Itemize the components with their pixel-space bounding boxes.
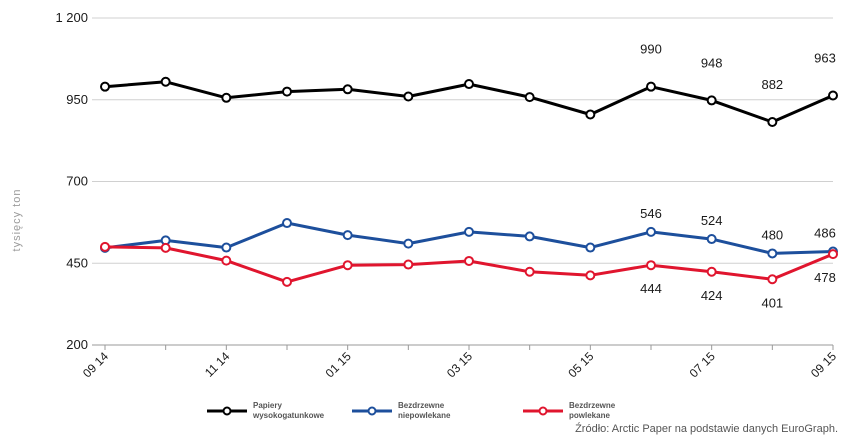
legend-label: Papiery wysokogatunkowe bbox=[252, 401, 325, 420]
series-1: 546 524 480 486 bbox=[100, 206, 838, 259]
data-point bbox=[524, 231, 535, 242]
x-tick-label: 09 14 bbox=[80, 349, 111, 380]
data-point bbox=[464, 79, 474, 90]
data-point bbox=[221, 92, 232, 103]
data-point bbox=[221, 242, 232, 253]
data-point bbox=[160, 242, 171, 253]
source-note: Źródło: Arctic Paper na podstawie danych… bbox=[575, 422, 838, 435]
legend-marker bbox=[367, 406, 377, 416]
data-point bbox=[100, 81, 110, 92]
data-label: 882 bbox=[761, 77, 783, 92]
data-point bbox=[828, 249, 838, 260]
legend-marker bbox=[538, 406, 548, 416]
x-tick-label: 11 14 bbox=[202, 349, 233, 380]
data-point bbox=[403, 259, 414, 270]
data-point bbox=[585, 242, 596, 253]
data-label: 524 bbox=[701, 213, 723, 228]
data-label: 480 bbox=[761, 227, 783, 242]
y-tick-label: 700 bbox=[66, 174, 88, 189]
x-tick-label: 05 15 bbox=[565, 349, 596, 380]
data-point bbox=[464, 255, 474, 266]
data-point bbox=[767, 274, 778, 285]
data-label: 478 bbox=[814, 270, 836, 285]
data-point bbox=[646, 81, 656, 92]
y-axis-label: tysięcy ton bbox=[11, 189, 23, 252]
data-point bbox=[585, 270, 596, 281]
data-point bbox=[282, 86, 292, 97]
data-point bbox=[282, 276, 292, 287]
y-tick-label: 450 bbox=[66, 255, 88, 270]
data-point bbox=[706, 234, 717, 245]
data-point bbox=[585, 109, 596, 120]
data-label: 963 bbox=[814, 50, 836, 65]
series-0: 990 948 882 963 bbox=[100, 42, 838, 127]
data-point bbox=[767, 116, 778, 127]
data-label: 486 bbox=[814, 225, 836, 240]
data-point bbox=[342, 84, 353, 95]
data-point bbox=[646, 260, 656, 271]
data-point bbox=[706, 266, 717, 277]
legend-label: Bezdrzewne powlekane bbox=[569, 401, 616, 420]
y-axis-ticks: 200 450 700 950 1 200 bbox=[55, 10, 88, 352]
data-point bbox=[646, 226, 656, 237]
legend-label: Bezdrzewne niepowlekane bbox=[398, 401, 451, 420]
x-tick-label: 03 15 bbox=[444, 349, 475, 380]
data-label: 990 bbox=[640, 42, 662, 57]
grid bbox=[92, 17, 833, 264]
data-point bbox=[706, 95, 717, 106]
legend: Papiery wysokogatunkowe Bezdrzewne niepowle… bbox=[207, 401, 616, 420]
x-tick-label: 01 15 bbox=[323, 349, 354, 380]
x-tick-label: 09 15 bbox=[808, 349, 839, 380]
data-label: 444 bbox=[640, 281, 662, 296]
data-point bbox=[342, 230, 353, 241]
data-point bbox=[464, 226, 474, 237]
series-2: 444 424 401 478 bbox=[100, 241, 838, 310]
data-label: 424 bbox=[701, 288, 723, 303]
data-point bbox=[100, 241, 110, 252]
data-point bbox=[282, 218, 292, 229]
data-point bbox=[342, 260, 353, 271]
data-point bbox=[160, 76, 171, 87]
legend-marker bbox=[222, 406, 232, 416]
data-point bbox=[221, 255, 232, 266]
data-point bbox=[767, 248, 778, 259]
y-tick-label: 200 bbox=[66, 337, 88, 352]
x-tick-label: 07 15 bbox=[687, 349, 718, 380]
data-point bbox=[403, 91, 414, 102]
y-tick-label: 1 200 bbox=[55, 10, 88, 25]
y-tick-label: 950 bbox=[66, 92, 88, 107]
data-point bbox=[524, 266, 535, 277]
x-axis-ticks: 09 14 11 14 01 15 03 15 05 15 07 15 09 15 bbox=[80, 345, 839, 380]
data-point bbox=[828, 90, 838, 101]
data-point bbox=[403, 238, 414, 249]
data-point bbox=[524, 92, 535, 103]
data-label: 401 bbox=[761, 295, 783, 310]
data-label: 948 bbox=[701, 55, 723, 70]
data-label: 546 bbox=[640, 206, 662, 221]
series-layer: 990 948 882 963 546 524 480 486 444 424 401 478 bbox=[100, 42, 838, 310]
